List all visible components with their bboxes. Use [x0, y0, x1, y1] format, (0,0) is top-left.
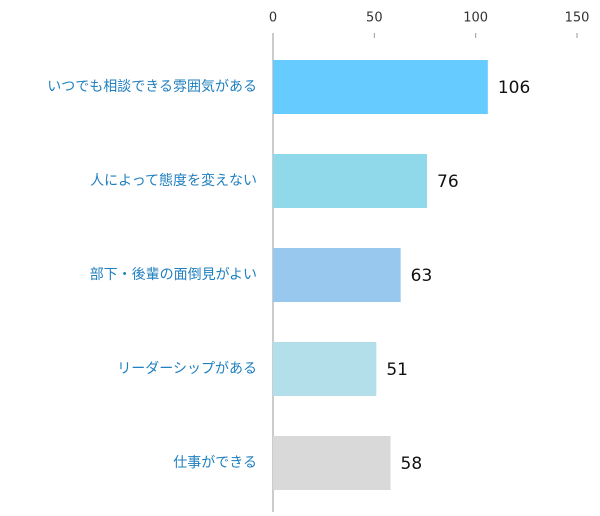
- x-tick-label: 100: [463, 11, 488, 26]
- value-label: 106: [498, 78, 530, 98]
- bar: [273, 436, 391, 490]
- x-tick-label: 0: [269, 11, 277, 26]
- value-label: 51: [386, 360, 408, 380]
- bar: [273, 342, 377, 396]
- x-tick-label: 150: [565, 11, 590, 26]
- bar: [273, 154, 428, 208]
- category-label: リーダーシップがある: [117, 361, 257, 377]
- value-label: 63: [411, 266, 433, 286]
- category-label: 仕事ができる: [173, 455, 257, 471]
- category-label: 人によって態度を変えない: [90, 172, 257, 189]
- category-label: いつでも相談できる雰囲気がある: [47, 79, 257, 95]
- x-tick-label: 50: [366, 11, 383, 26]
- bar: [273, 248, 401, 302]
- category-label: 部下・後輩の面倒見がよい: [90, 267, 257, 283]
- value-label: 76: [437, 172, 459, 192]
- bar: [273, 60, 488, 114]
- value-label: 58: [401, 454, 423, 474]
